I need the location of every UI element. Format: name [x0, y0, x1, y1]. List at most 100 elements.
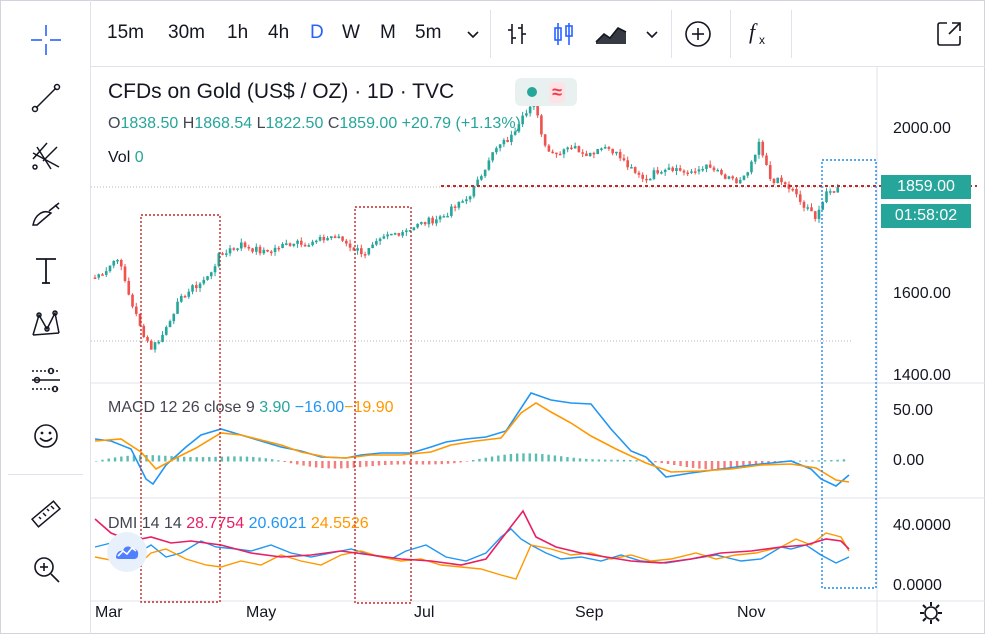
candle-body: [142, 325, 146, 338]
candle-body: [603, 147, 607, 149]
candle-body: [731, 176, 735, 179]
timeframe-1h[interactable]: 1h: [227, 22, 249, 43]
area-chart-icon[interactable]: [593, 16, 629, 52]
macd-histogram-bar: [742, 461, 745, 468]
timeframe-w[interactable]: W: [342, 22, 360, 43]
macd-histogram-bar: [603, 459, 607, 462]
timeframe-4h[interactable]: 4h: [268, 22, 290, 43]
candle-body: [630, 167, 633, 169]
candle-body: [104, 271, 108, 275]
candle-body: [521, 115, 524, 125]
price-chart[interactable]: [91, 67, 985, 634]
candle-body: [652, 170, 656, 179]
timeframe-d[interactable]: D: [310, 22, 324, 43]
macd-histogram-bar: [365, 461, 368, 467]
candle-body: [326, 238, 329, 241]
candle-body: [337, 236, 341, 239]
pattern-icon[interactable]: [22, 304, 70, 344]
macd-histogram-bar: [289, 461, 293, 464]
time-tick: Jul: [414, 604, 435, 621]
candle-body: [116, 260, 119, 262]
zoom-in-icon[interactable]: [22, 549, 70, 589]
chevron-down-icon[interactable]: [455, 16, 491, 52]
candle-body: [187, 291, 191, 297]
price-tick: 1400.00: [893, 367, 951, 384]
candles-icon[interactable]: [545, 16, 581, 52]
candle-body: [435, 219, 438, 224]
macd-histogram-bar: [233, 456, 236, 462]
macd-histogram-bar: [735, 461, 739, 469]
candle-body: [498, 144, 502, 149]
candle-body: [600, 148, 603, 150]
wave-icon: ≈: [549, 81, 565, 103]
macd-histogram-bar: [371, 461, 374, 467]
macd-histogram-bar: [377, 461, 381, 466]
timeframe-m[interactable]: M: [380, 22, 396, 43]
candle-body: [495, 148, 498, 153]
candle-body: [622, 158, 626, 161]
macd-histogram-bar: [314, 461, 318, 468]
candle-body: [555, 152, 558, 155]
macd-histogram-bar: [283, 461, 286, 462]
brush-icon[interactable]: [22, 194, 70, 234]
macd-histogram-bar: [302, 461, 305, 466]
dmi-tick: 0.0000: [893, 577, 942, 594]
macd-histogram-bar: [610, 459, 613, 462]
bar-chart-icon[interactable]: [499, 16, 535, 52]
emoji-icon[interactable]: [22, 416, 70, 456]
candle-body: [119, 260, 123, 267]
macd-histogram-bar: [566, 457, 569, 462]
candle-body: [483, 169, 487, 177]
candle-body: [277, 247, 281, 250]
timeframe-5m[interactable]: 5m: [415, 22, 442, 43]
candle-body: [194, 285, 198, 289]
fullscreen-icon[interactable]: [931, 16, 967, 52]
candle-body: [517, 124, 521, 132]
price-tick: 2000.00: [893, 120, 951, 137]
macd-histogram-bar: [767, 461, 770, 464]
macd-histogram-bar: [138, 455, 142, 462]
candle-body: [363, 254, 367, 256]
toolbar-divider: [8, 474, 83, 475]
market-status[interactable]: ≈: [515, 78, 577, 106]
annotation-box-blue: [821, 159, 877, 589]
timeframe-30m[interactable]: 30m: [168, 22, 205, 43]
candle-body: [431, 217, 434, 224]
candle-body: [461, 201, 464, 203]
candle-body: [273, 247, 277, 252]
pitchfork-icon[interactable]: [22, 136, 70, 176]
timeframe-15m[interactable]: 15m: [107, 22, 144, 43]
candle-body: [123, 266, 127, 281]
macd-histogram-bar: [421, 461, 425, 465]
crosshair-icon[interactable]: [22, 20, 70, 60]
candle-body: [390, 233, 393, 236]
candle-body: [577, 146, 581, 153]
candle-body: [281, 243, 284, 248]
trend-line-icon[interactable]: [22, 78, 70, 118]
macd-histogram-bar: [761, 461, 764, 465]
macd-histogram-bar: [195, 457, 198, 462]
tradingview-logo[interactable]: [107, 532, 147, 572]
candle-body: [239, 242, 243, 249]
macd-histogram-bar: [691, 461, 695, 468]
macd-histogram-bar: [647, 461, 651, 462]
macd-histogram-bar: [428, 461, 431, 465]
candle-body: [528, 106, 532, 114]
text-icon[interactable]: [22, 250, 70, 290]
candle-body: [303, 244, 307, 247]
candle-body: [217, 253, 221, 267]
add-compare-icon[interactable]: [680, 16, 716, 52]
macd-histogram-bar: [553, 455, 557, 462]
candle-body: [266, 249, 269, 252]
macd-tick: 50.00: [893, 402, 934, 419]
prediction-icon[interactable]: [22, 360, 70, 400]
ruler-icon[interactable]: [22, 494, 70, 534]
chevron-down-icon[interactable]: [634, 16, 670, 52]
gear-icon[interactable]: [920, 602, 942, 624]
macd-histogram-bar: [578, 458, 582, 462]
candle-body: [333, 236, 337, 239]
candle-body: [397, 233, 401, 236]
macd-histogram-bar: [830, 460, 833, 462]
